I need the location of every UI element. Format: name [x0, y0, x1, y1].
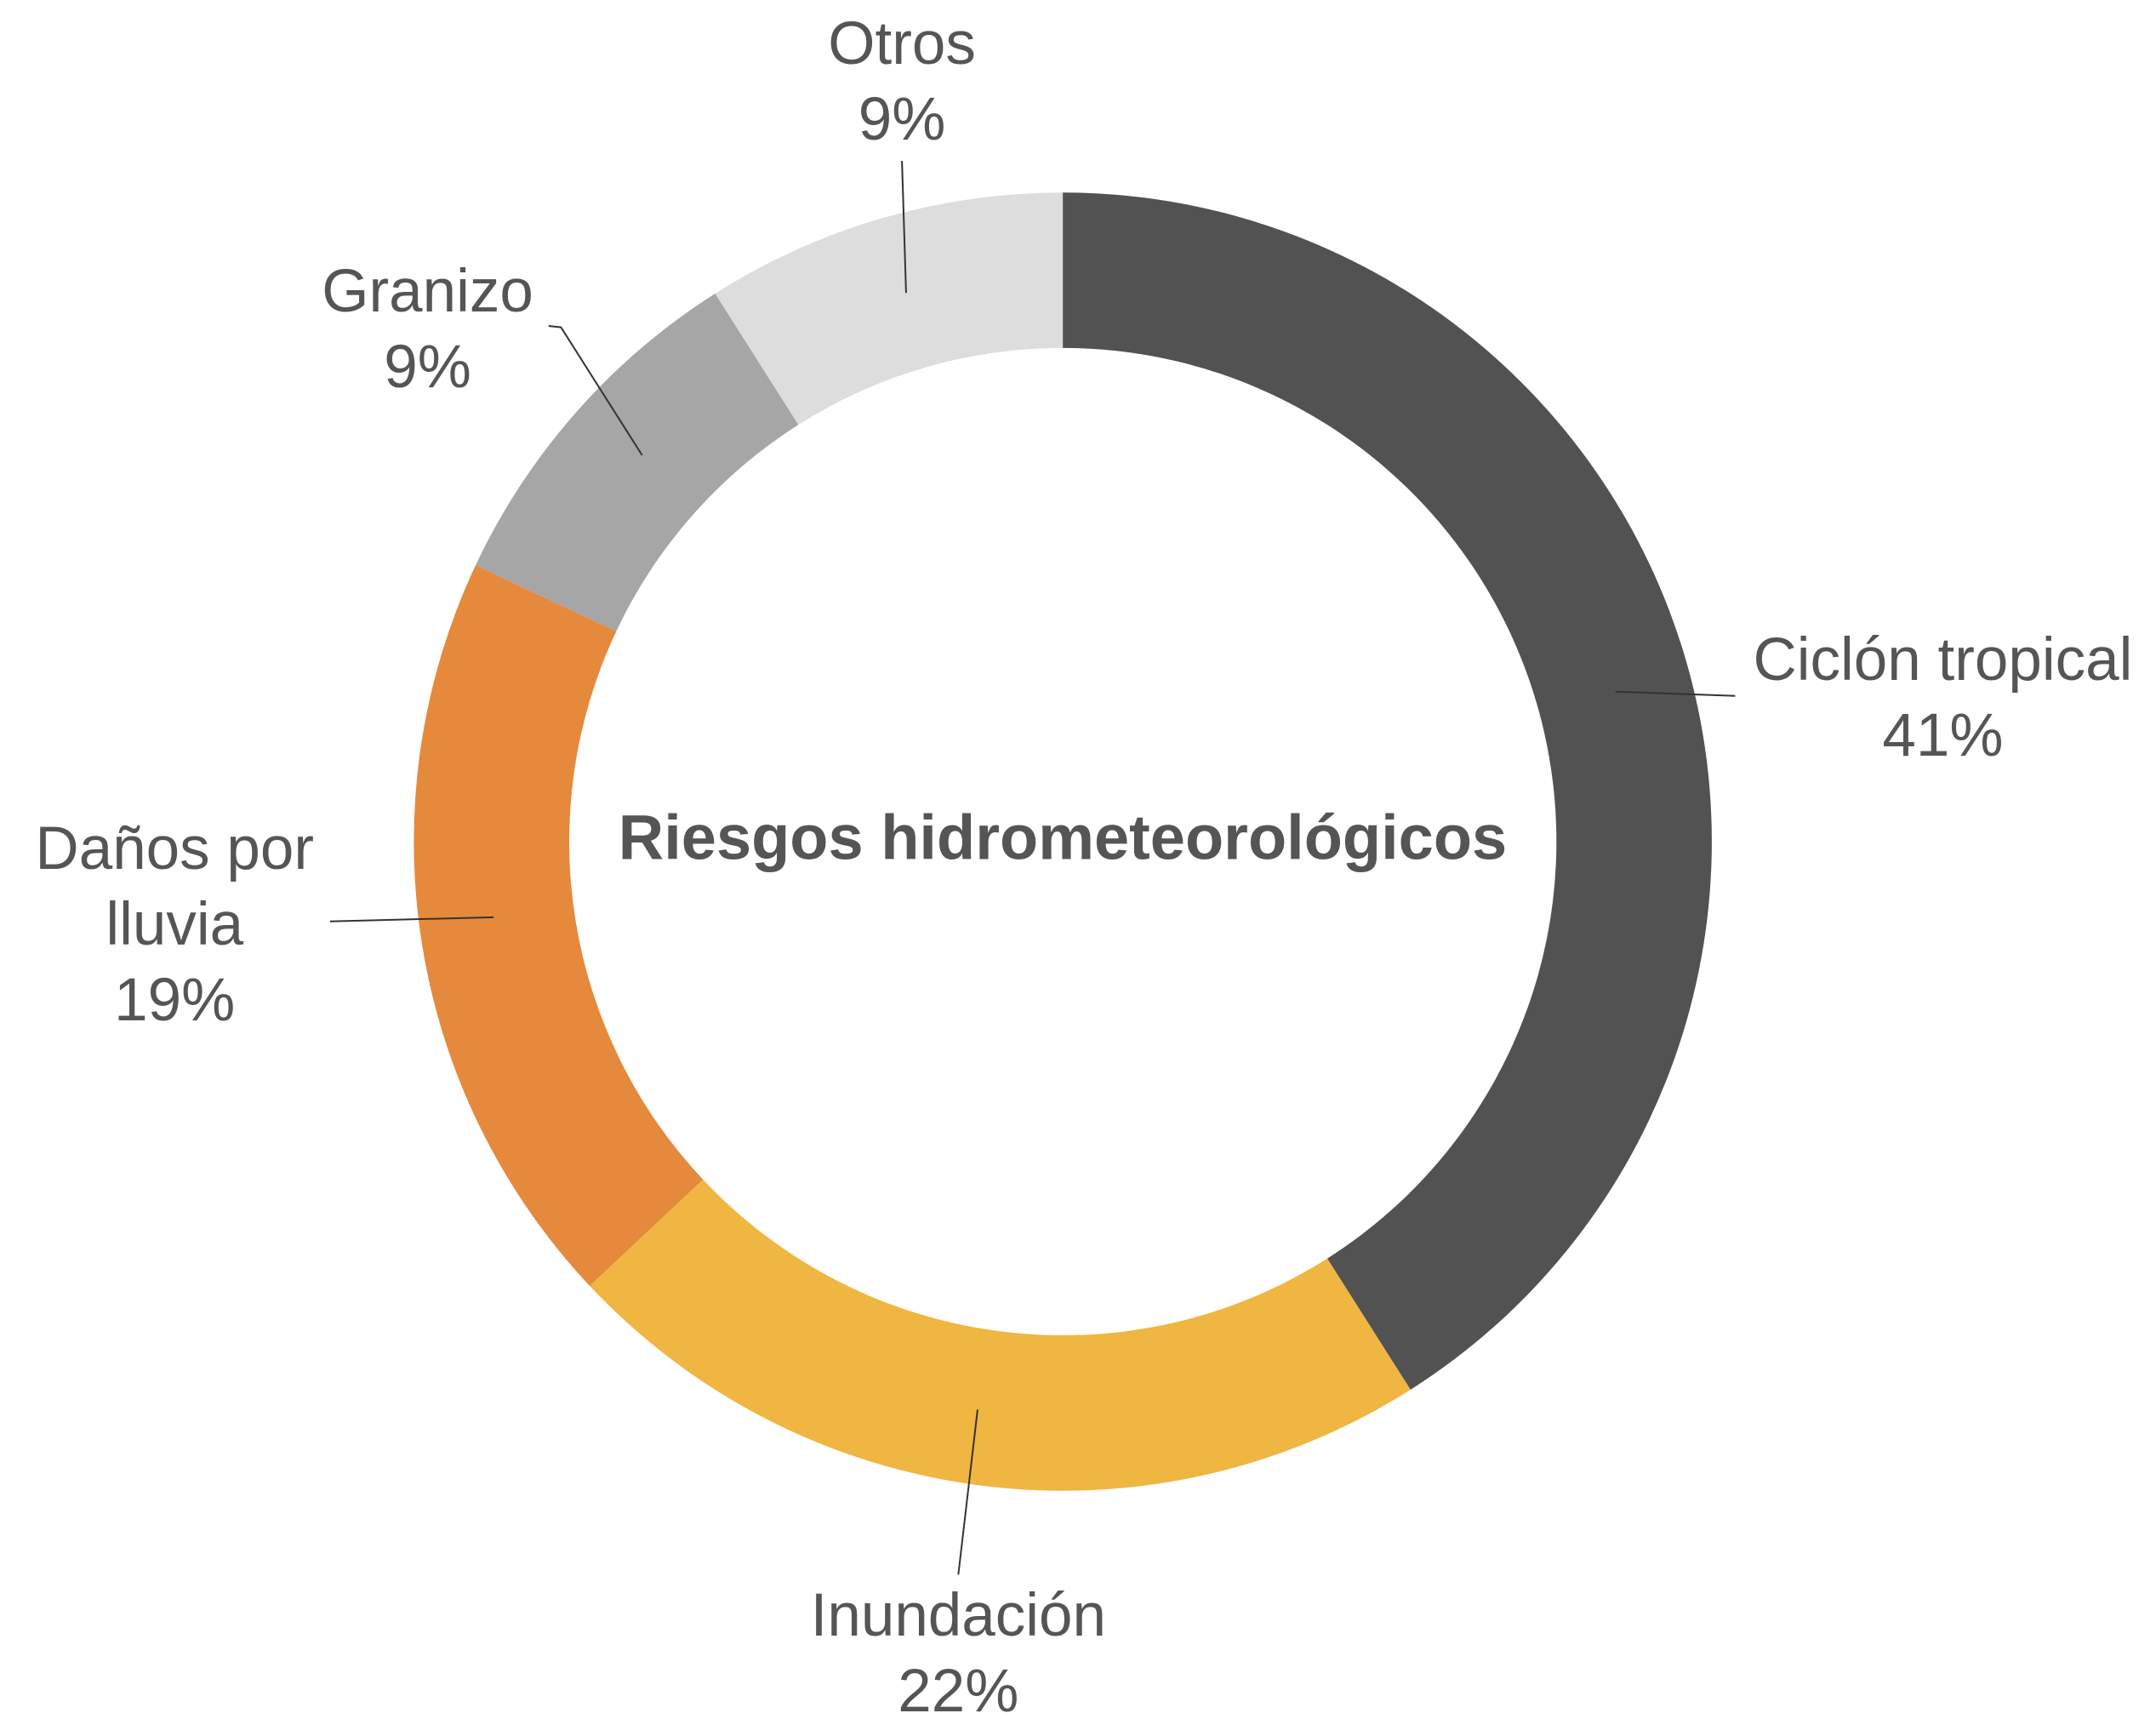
value-label: 22%	[898, 1658, 1019, 1719]
leader-line	[1615, 690, 1736, 697]
chart-title: Riesgos hidrometeorológicos	[619, 802, 1507, 873]
category-label: Ciclón tropical	[1753, 626, 2133, 694]
category-label: Daños por lluvia	[35, 814, 314, 958]
slice-label: Granizo 9%	[152, 254, 702, 405]
slice	[1063, 192, 1712, 1391]
slice-label: Inundación 22%	[614, 1578, 1302, 1719]
slice	[414, 565, 704, 1287]
leader-line	[957, 1409, 978, 1575]
value-label: 41%	[1882, 702, 2004, 770]
value-label: 19%	[114, 966, 236, 1034]
slice	[590, 1179, 1411, 1491]
slice-label: Otros 9%	[696, 6, 1109, 157]
slice	[476, 293, 799, 631]
category-label: Granizo	[322, 258, 533, 326]
leader-line	[329, 916, 494, 922]
value-label: 9%	[858, 86, 946, 154]
category-label: Otros	[828, 10, 976, 78]
slice	[715, 192, 1064, 425]
value-label: 9%	[384, 334, 471, 402]
leader-line	[901, 161, 907, 294]
slice-label: Ciclón tropical 41%	[1531, 622, 2156, 774]
category-label: Inundación	[810, 1582, 1107, 1650]
leader-line	[548, 324, 643, 456]
slice-label: Daños por lluvia 19%	[0, 811, 367, 1038]
